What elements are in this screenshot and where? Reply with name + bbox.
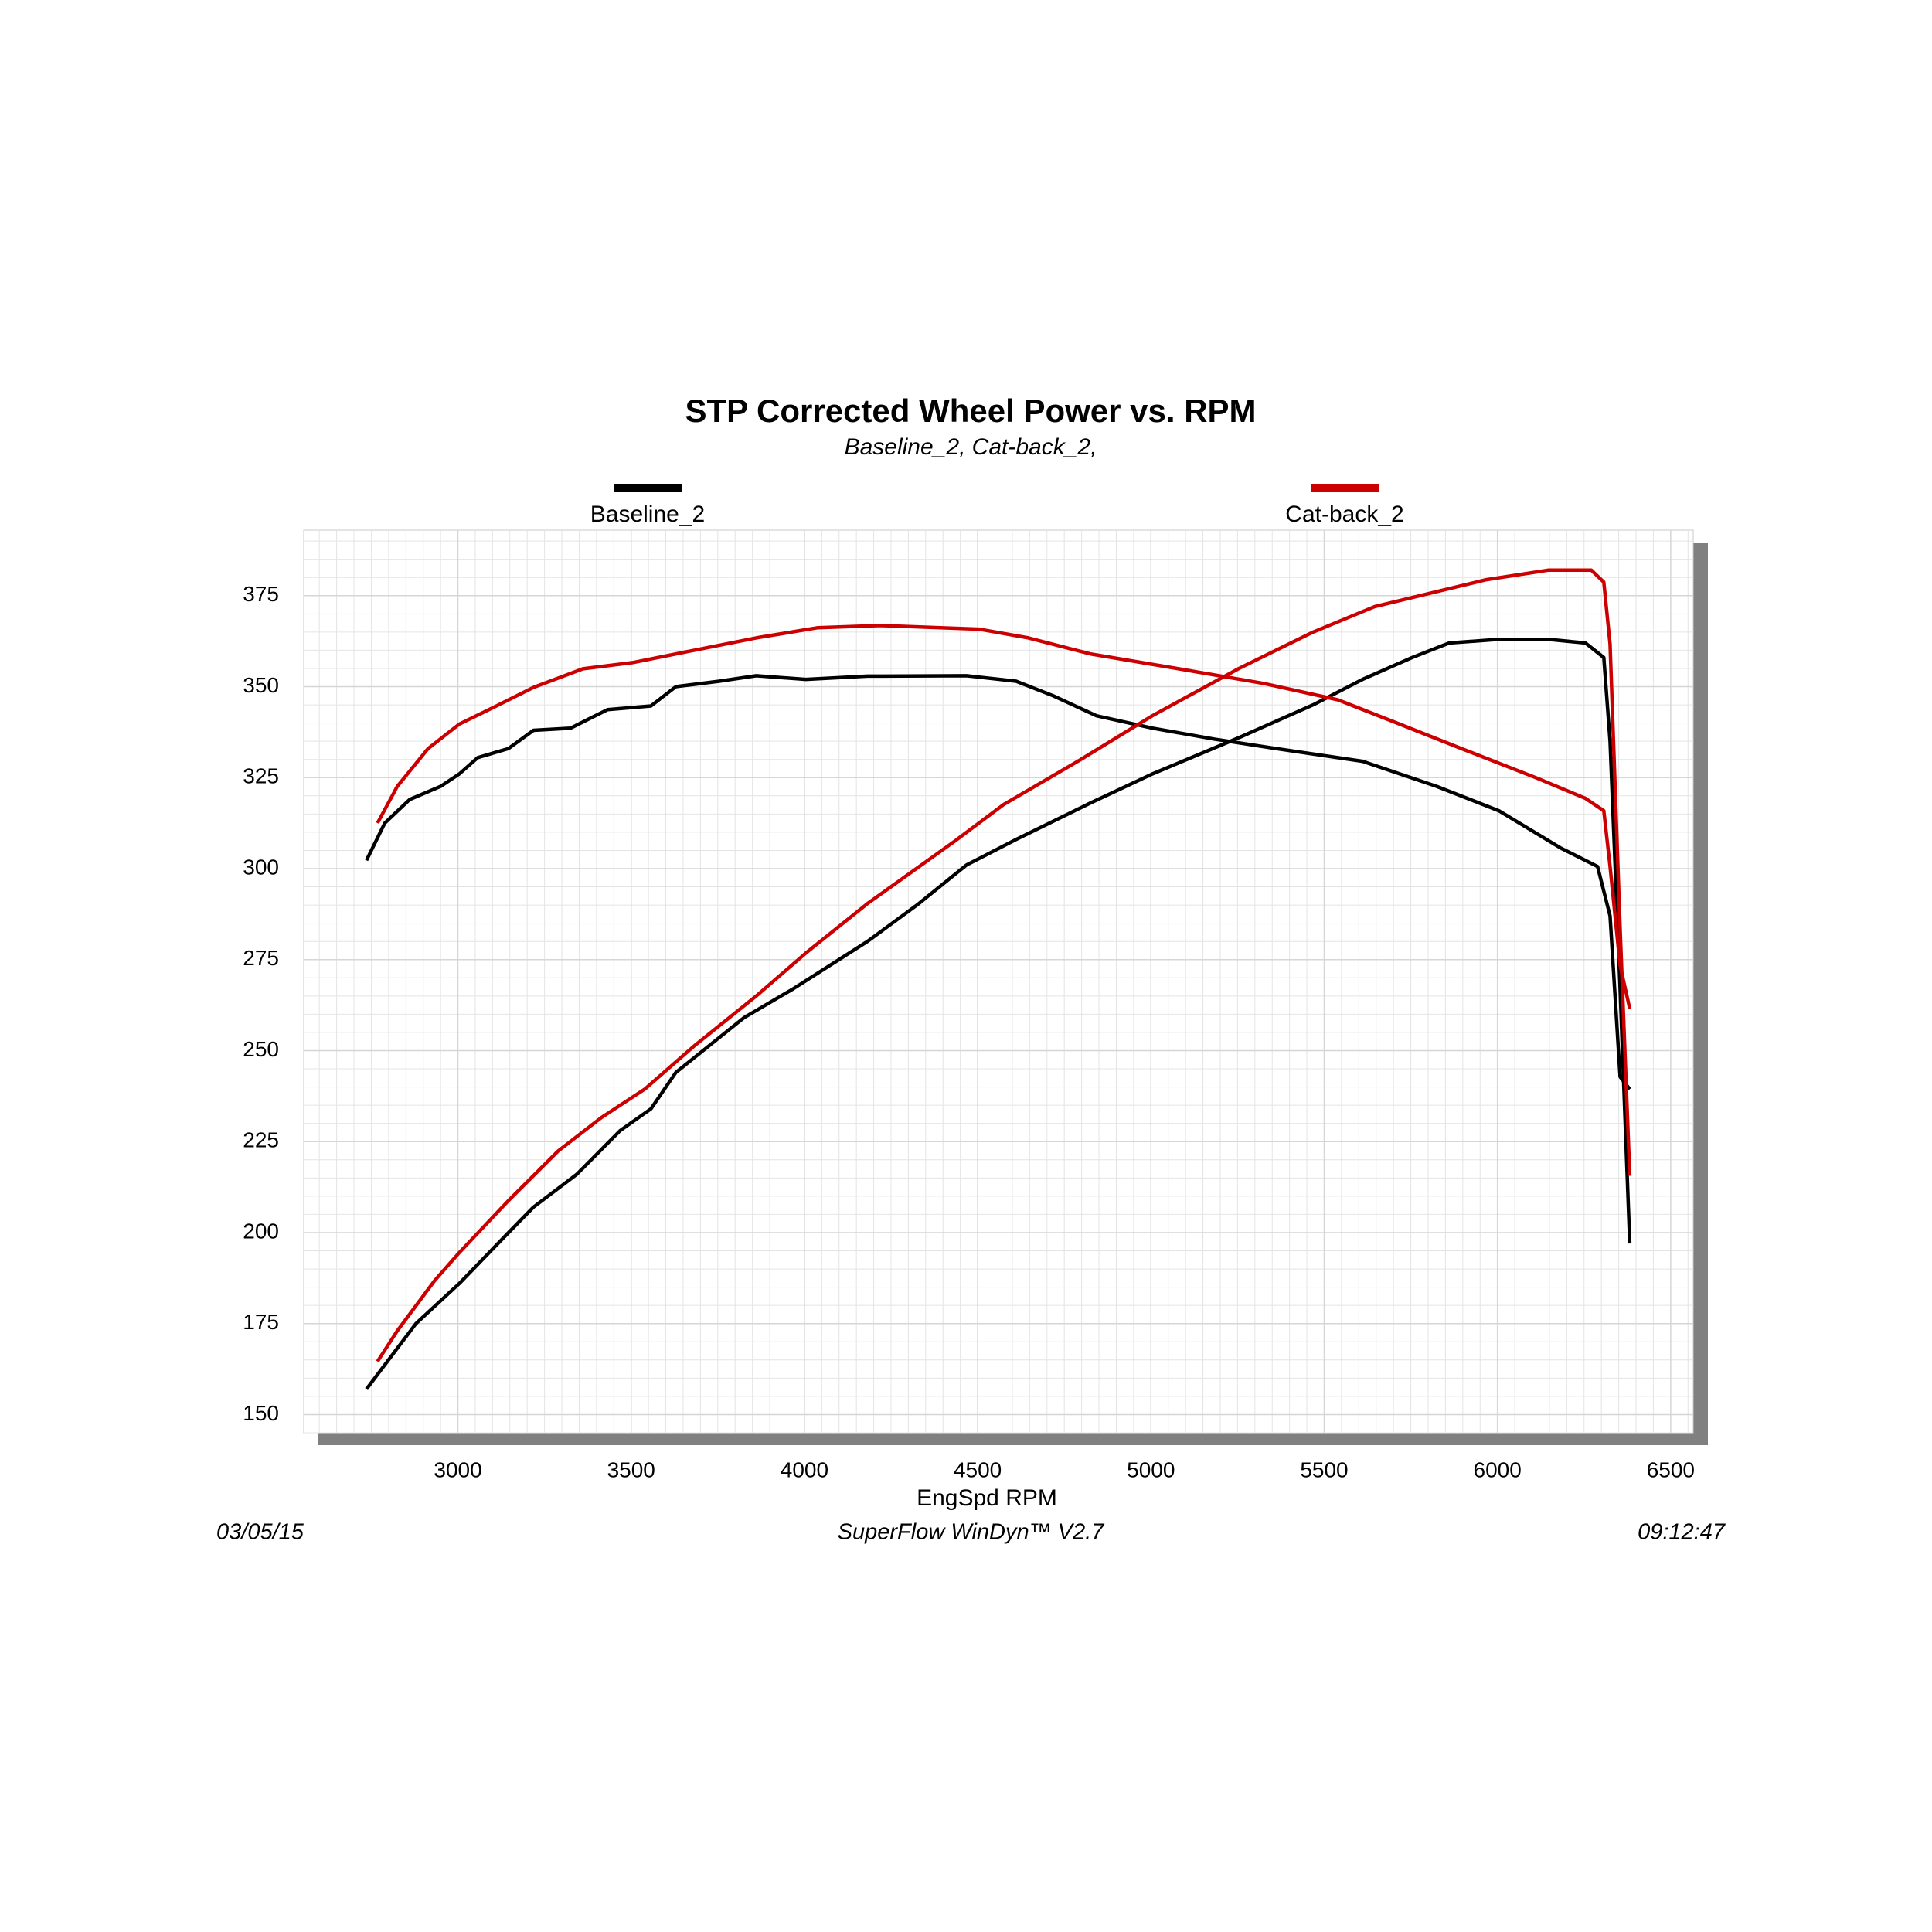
- x-tick-label: 5000: [1127, 1458, 1175, 1481]
- data-line: [376, 624, 1632, 1009]
- chart-title: STP Corrected Wheel Power vs. RPM: [685, 393, 1256, 429]
- legend-label: Baseline_2: [590, 502, 705, 527]
- chart-subtitle: Baseline_2, Cat-back_2,: [845, 434, 1097, 460]
- y-tick-label: 275: [243, 946, 279, 970]
- y-tick-label: 225: [243, 1128, 279, 1152]
- legend-swatch: [1311, 484, 1379, 492]
- shadow: [318, 1433, 1708, 1445]
- legend-label: Cat-back_2: [1285, 502, 1403, 527]
- shadow: [1693, 543, 1708, 1445]
- y-tick-label: 325: [243, 764, 279, 788]
- x-tick-label: 5500: [1300, 1458, 1348, 1481]
- footer-time: 09:12:47: [1638, 1520, 1726, 1545]
- footer-date: 03/05/15: [216, 1520, 304, 1545]
- x-axis-label: EngSpd RPM: [917, 1485, 1057, 1511]
- x-tick-label: 3000: [434, 1458, 481, 1481]
- y-tick-label: 150: [243, 1401, 279, 1425]
- footer-software: SuperFlow WinDyn™ V2.7: [838, 1520, 1106, 1545]
- y-tick-label: 300: [243, 855, 279, 879]
- y-tick-label: 175: [243, 1310, 279, 1334]
- plot-area: [303, 529, 1694, 1434]
- y-tick-label: 375: [243, 582, 279, 606]
- legend-swatch: [614, 484, 682, 492]
- data-line: [365, 638, 1632, 1390]
- data-line: [365, 674, 1631, 1090]
- x-tick-label: 4000: [781, 1458, 828, 1481]
- grid: [304, 530, 1693, 1434]
- x-tick-label: 4500: [954, 1458, 1002, 1481]
- y-tick-label: 350: [243, 673, 279, 697]
- y-tick-label: 200: [243, 1219, 279, 1243]
- x-tick-label: 6500: [1647, 1458, 1695, 1481]
- x-tick-label: 6000: [1474, 1458, 1522, 1481]
- data-line: [376, 568, 1632, 1362]
- x-tick-label: 3500: [607, 1458, 655, 1481]
- y-tick-label: 250: [243, 1037, 279, 1061]
